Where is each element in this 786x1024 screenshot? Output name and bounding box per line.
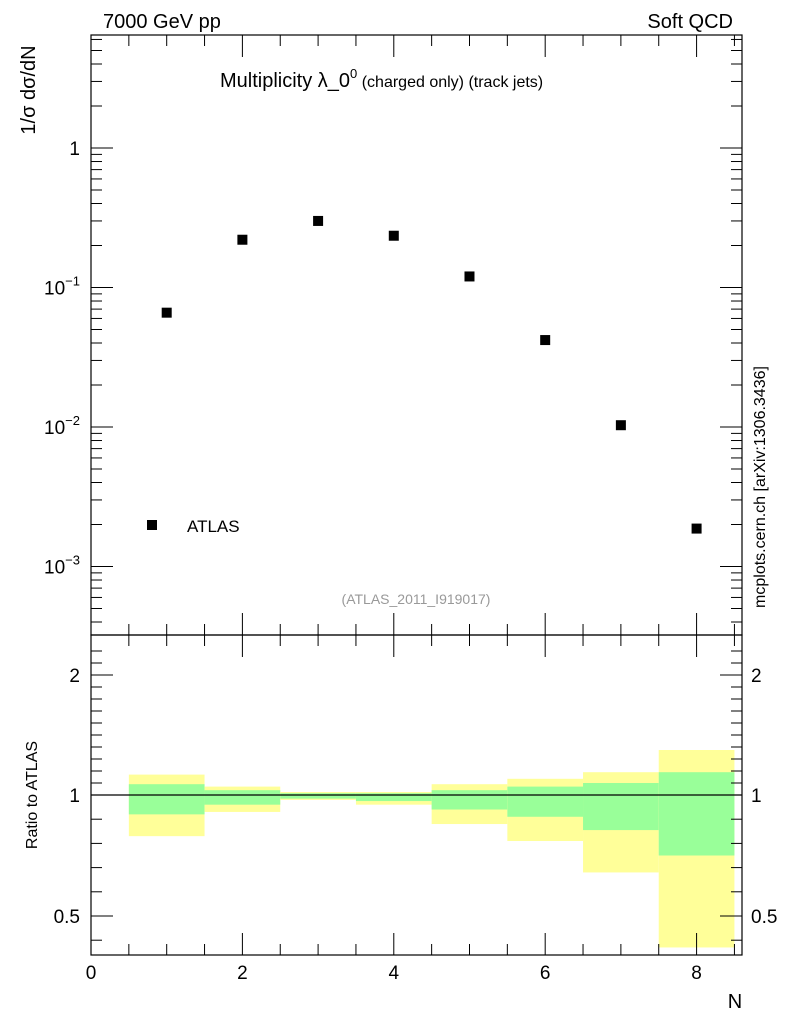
ratio-y-axis-label: Ratio to ATLAS: [24, 741, 41, 849]
data-point: [540, 335, 551, 346]
chart-title: Multiplicity λ_00 (charged only) (track …: [220, 66, 543, 92]
data-point: [464, 271, 475, 282]
main-panel: 1 10−1 10−2 10−3 Multiplicity λ_00 (charged…: [18, 34, 743, 636]
ratio-y-tick-label: 1: [69, 786, 80, 807]
ratio-band-inner: [204, 790, 281, 805]
chart-title-main: Multiplicity λ_0: [220, 70, 350, 92]
ratio-y-tick-label: 0.5: [54, 907, 80, 928]
ratio-band-inner: [583, 783, 659, 831]
ratio-band-inner: [658, 772, 735, 856]
main-panel-frame: [90, 34, 743, 636]
data-point: [615, 420, 626, 431]
side-label: mcplots.cern.ch [arXiv:1306.3436]: [752, 366, 769, 608]
y-tick-label: 1: [69, 139, 80, 160]
chart-title-superscript: 0: [350, 66, 357, 81]
chart-title-suffix: (charged only) (track jets): [357, 74, 543, 91]
ratio-band-inner: [355, 793, 432, 802]
ratio-band-inner: [280, 793, 356, 799]
data-point: [691, 523, 702, 534]
data-point: [237, 234, 248, 245]
x-axis-label: N: [728, 991, 742, 1013]
x-tick-label: 2: [237, 963, 248, 984]
legend-label: ATLAS: [187, 517, 240, 536]
data-point: [161, 307, 172, 318]
ratio-panel: 2 2 1 1 0.5 0.5 0 2 4 6 8 Ratio to ATLAS N: [24, 634, 777, 1013]
analysis-id: (ATLAS_2011_I919017): [342, 591, 491, 607]
y-tick-label: 10−1: [44, 274, 80, 300]
ratio-y-tick-label-right: 2: [751, 666, 762, 687]
x-tick-label: 0: [86, 963, 97, 984]
y-tick-label: 10−3: [44, 553, 80, 579]
ratio-band-inner: [128, 784, 205, 815]
ratio-y-tick-label: 2: [69, 666, 80, 687]
header-right: Soft QCD: [647, 11, 733, 33]
x-tick-label: 6: [540, 963, 551, 984]
data-point: [388, 230, 399, 241]
x-tick-label: 8: [691, 963, 702, 984]
legend-marker: [147, 520, 157, 530]
ratio-band-inner: [431, 790, 508, 810]
ratio-y-tick-label-right: 0.5: [751, 907, 777, 928]
ratio-y-tick-label-right: 1: [751, 786, 762, 807]
data-point: [313, 215, 324, 226]
x-tick-label: 4: [389, 963, 400, 984]
y-axis-label: 1/σ dσ/dN: [18, 45, 40, 134]
y-tick-label: 10−2: [44, 413, 80, 439]
ratio-band-inner: [507, 786, 584, 817]
header-left: 7000 GeV pp: [103, 11, 221, 33]
